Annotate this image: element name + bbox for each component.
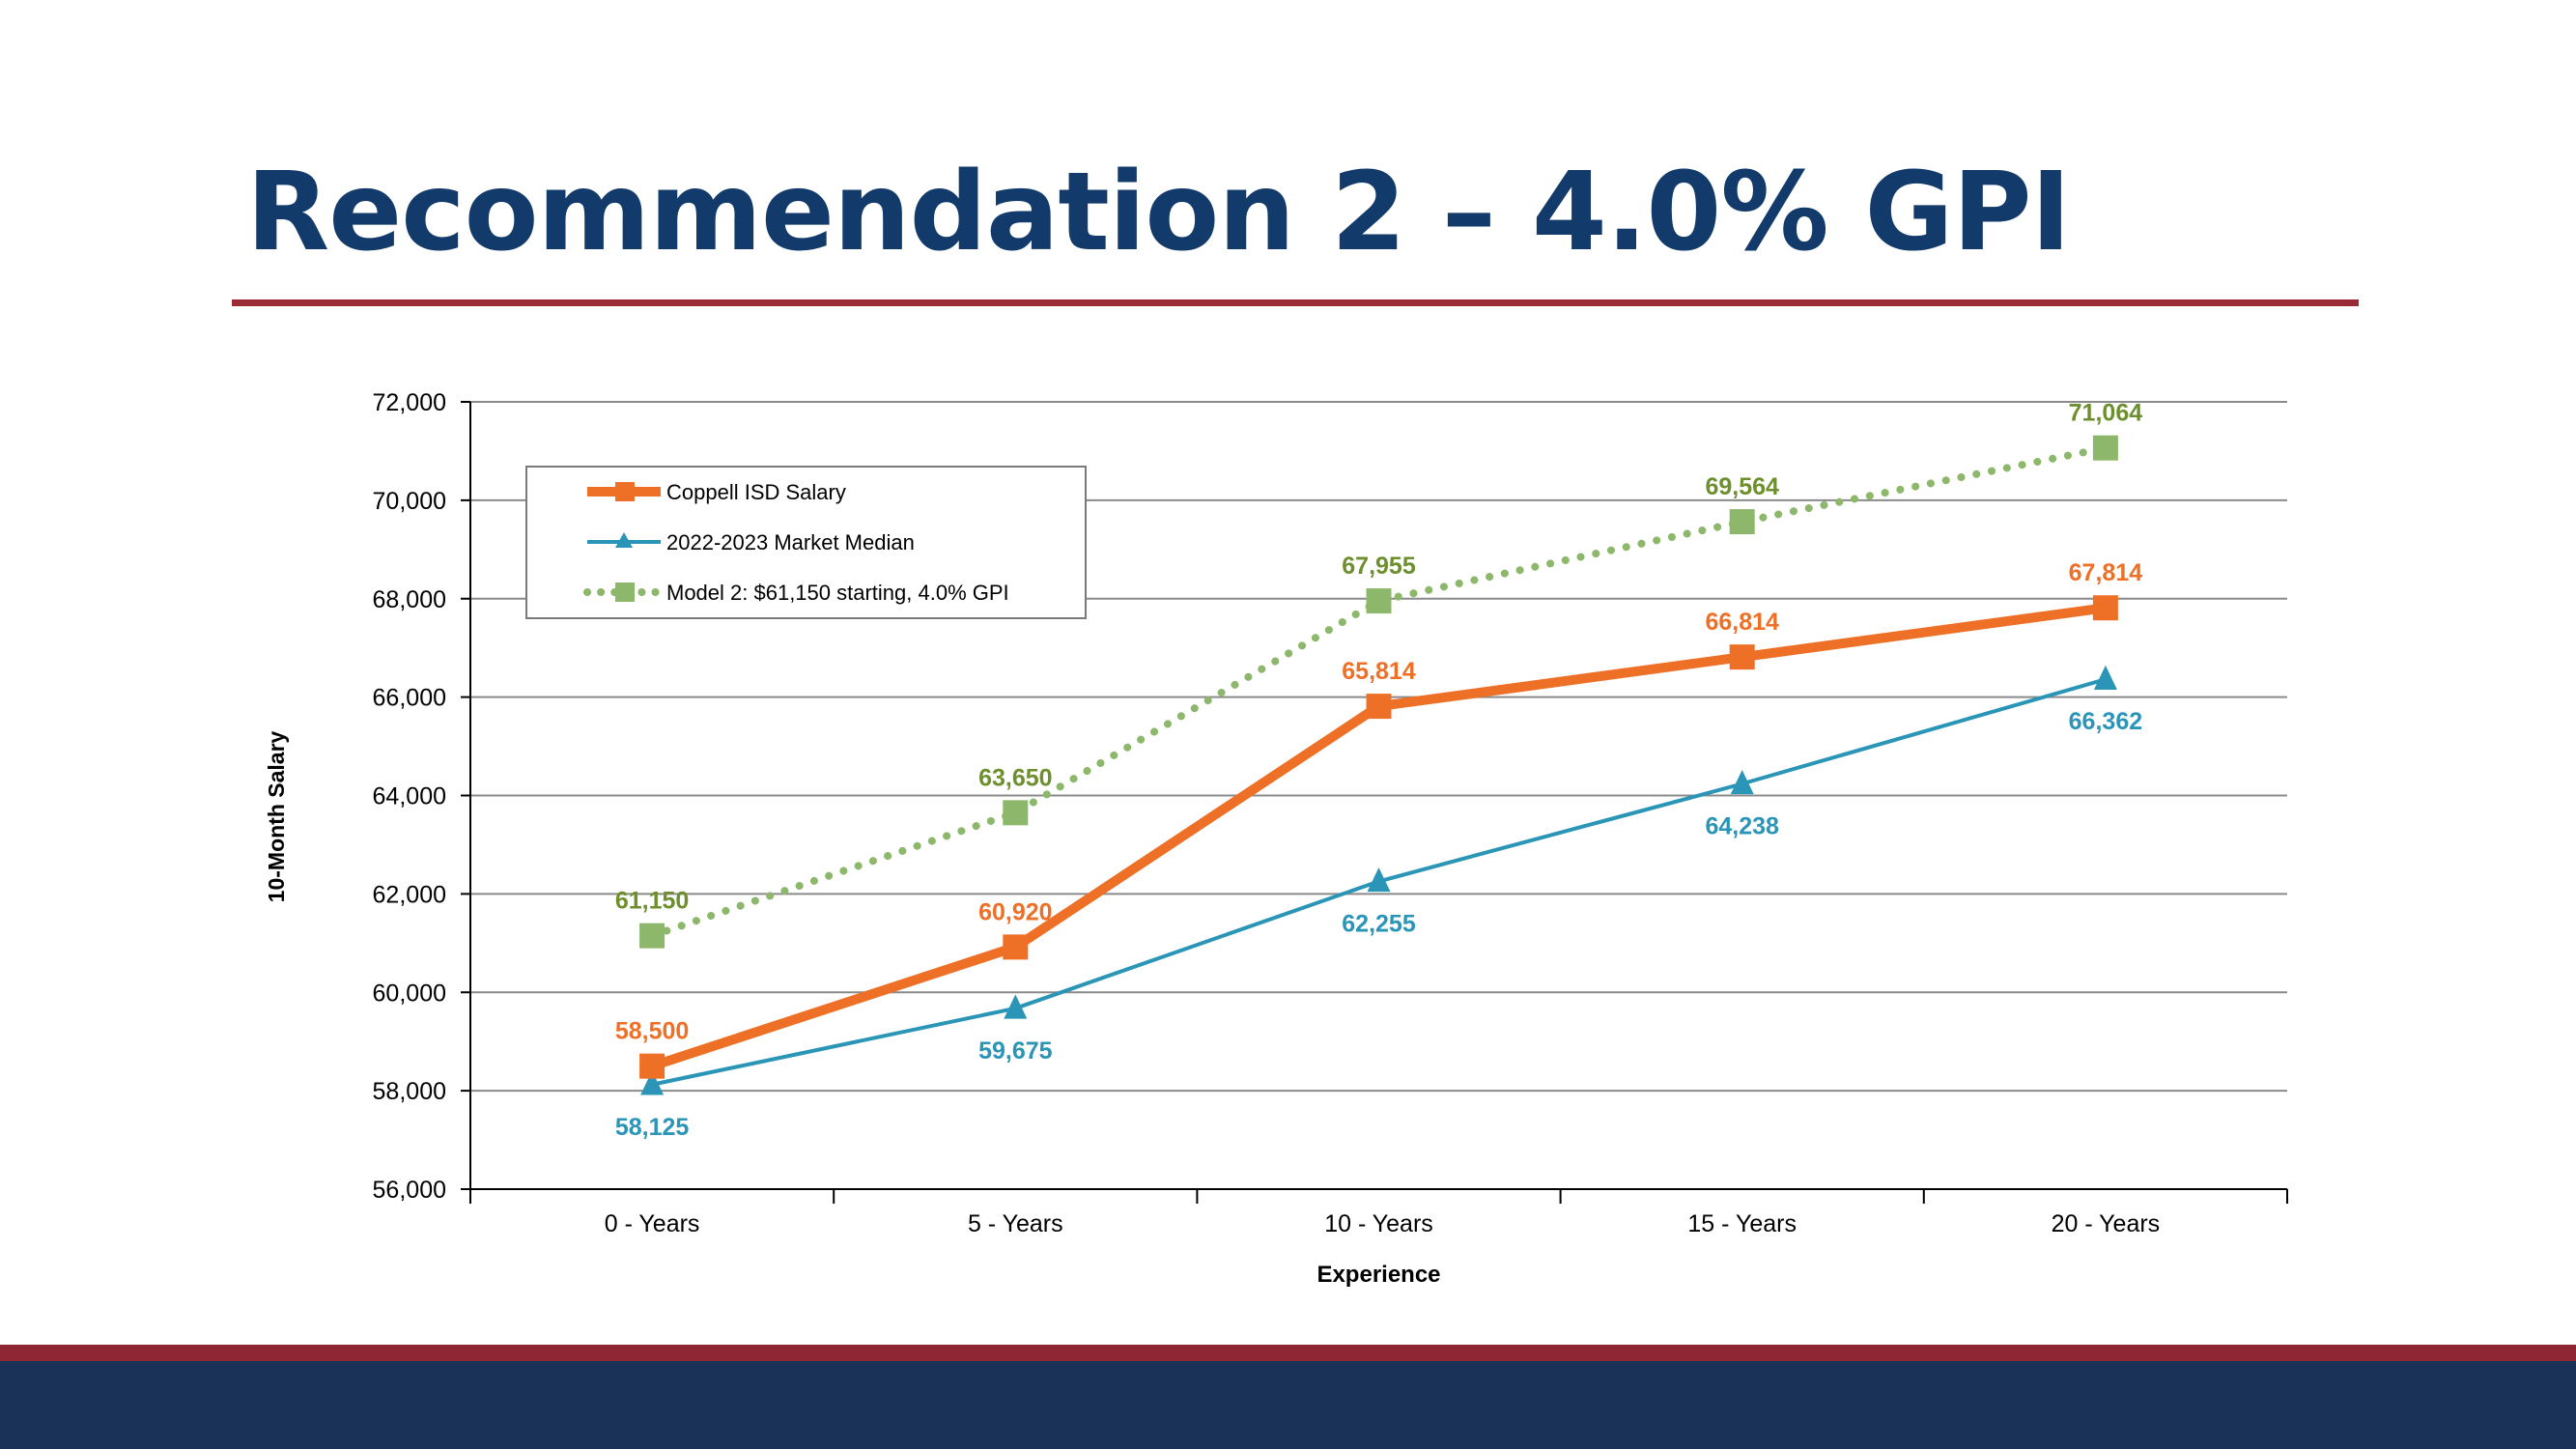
y-tick-label: 64,000 xyxy=(373,783,446,810)
coppell-data-label: 66,814 xyxy=(1705,609,1779,636)
y-tick-label: 58,000 xyxy=(373,1078,446,1105)
model2-legend-marker xyxy=(615,582,635,602)
coppell-data-label: 60,920 xyxy=(978,898,1052,925)
x-axis-title: Experience xyxy=(1316,1262,1440,1288)
coppell-legend-label: Coppell ISD Salary xyxy=(666,480,846,504)
title-divider xyxy=(232,299,2359,306)
market-marker xyxy=(1730,769,1754,795)
model2-data-label: 63,650 xyxy=(978,764,1052,791)
market-data-label: 58,125 xyxy=(615,1114,690,1141)
y-tick-label: 68,000 xyxy=(373,586,446,613)
model2-data-label: 71,064 xyxy=(2069,400,2143,427)
model2-marker xyxy=(639,923,665,949)
coppell-data-label: 67,814 xyxy=(2069,559,2143,586)
x-tick-label: 15 - Years xyxy=(1687,1210,1797,1237)
y-tick-label: 72,000 xyxy=(373,389,446,416)
y-tick-label: 56,000 xyxy=(373,1177,446,1204)
salary-line-chart: 56,000 58,000 60,000 62,000 64,000 66,000 68,0… xyxy=(264,389,2288,1288)
coppell-marker xyxy=(1003,934,1029,960)
coppell-marker xyxy=(1366,694,1392,720)
market-data-label: 62,255 xyxy=(1342,910,1416,937)
model2-legend-label: Model 2: $61,150 starting, 4.0% GPI xyxy=(666,581,1009,605)
model2-data-label: 67,955 xyxy=(1342,553,1416,580)
market-data-label: 64,238 xyxy=(1705,812,1779,839)
footer-band xyxy=(0,1361,2576,1449)
market-marker xyxy=(1004,994,1028,1019)
coppell-legend-marker xyxy=(615,482,635,501)
y-tick-label: 60,000 xyxy=(373,980,446,1007)
model2-marker xyxy=(1003,800,1029,826)
y-axis-title: 10-Month Salary xyxy=(264,730,289,902)
market-legend-label: 2022-2023 Market Median xyxy=(666,530,915,554)
x-tick-label: 0 - Years xyxy=(605,1210,700,1237)
market-legend-marker xyxy=(615,532,633,548)
market-marker xyxy=(2093,665,2117,690)
model2-data-label: 69,564 xyxy=(1705,473,1779,500)
x-tick-label: 5 - Years xyxy=(968,1210,1063,1237)
x-tick-label: 10 - Years xyxy=(1324,1210,1433,1237)
y-tick-label: 66,000 xyxy=(373,685,446,712)
coppell-data-label: 65,814 xyxy=(1342,658,1416,685)
market-marker xyxy=(640,1070,665,1095)
model2-marker xyxy=(1366,588,1392,614)
slide-title: Recommendation 2 – 4.0% GPI xyxy=(246,150,2071,275)
coppell-data-label: 58,500 xyxy=(615,1018,689,1045)
model2-data-label: 61,150 xyxy=(615,888,689,915)
y-tick-label: 70,000 xyxy=(373,488,446,515)
model2-marker xyxy=(1729,509,1755,535)
market-marker xyxy=(1367,867,1391,893)
market-data-label: 59,675 xyxy=(978,1037,1053,1065)
market-data-label: 66,362 xyxy=(2069,708,2142,735)
model2-marker xyxy=(2092,435,2118,461)
coppell-marker xyxy=(639,1053,665,1079)
y-tick-label: 62,000 xyxy=(373,881,446,908)
coppell-marker xyxy=(2092,595,2118,621)
x-tick-label: 20 - Years xyxy=(2052,1210,2161,1237)
footer-accent-stripe xyxy=(0,1345,2576,1361)
coppell-marker xyxy=(1729,644,1755,670)
